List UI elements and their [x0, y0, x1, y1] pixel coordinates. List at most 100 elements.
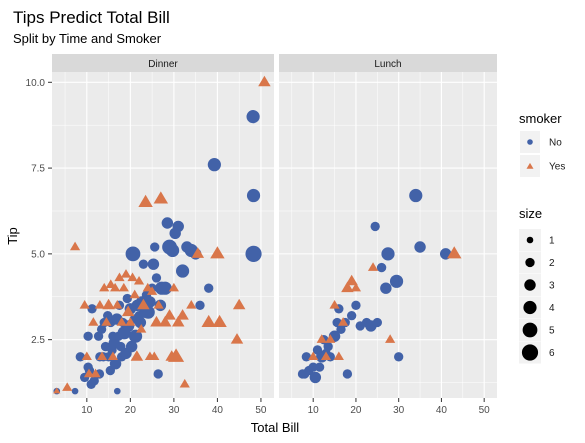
data-point-yes — [114, 272, 125, 282]
data-point-yes — [110, 282, 121, 292]
points-lunch — [297, 188, 462, 384]
data-point-no — [113, 387, 121, 395]
legend-color-title: smoker — [519, 111, 562, 126]
data-point-yes — [158, 315, 172, 327]
legend-label: Yes — [549, 162, 565, 173]
data-point-no — [381, 247, 395, 261]
data-point-no — [323, 341, 333, 352]
data-point-yes — [99, 282, 110, 292]
data-point-no — [370, 221, 380, 232]
data-point-no — [172, 220, 184, 233]
strip-label-lunch: Lunch — [374, 59, 401, 70]
legend-label: 5 — [549, 326, 555, 337]
chart-title: Tips Predict Total Bill — [13, 8, 170, 27]
data-point-no — [204, 283, 214, 293]
data-point-no — [301, 352, 312, 362]
data-point-yes — [191, 247, 205, 258]
data-point-yes — [83, 368, 95, 378]
data-point-yes — [96, 351, 108, 361]
legend-size-keys: 1 2 3 4 5 6 — [519, 229, 555, 364]
data-point-yes — [385, 334, 396, 343]
data-point-yes — [212, 314, 227, 328]
data-point-yes — [102, 298, 115, 310]
gridlines-lunch — [279, 72, 497, 398]
x-tick-label: 20 — [350, 405, 362, 416]
data-point-yes — [127, 272, 138, 282]
data-point-yes — [163, 309, 176, 320]
legend-label: 4 — [549, 303, 555, 314]
data-point-no — [372, 317, 382, 328]
data-point-yes — [230, 333, 244, 344]
strip-lunch — [279, 54, 497, 72]
data-point-yes — [345, 274, 358, 286]
x-axis: 10 20 30 40 50 10 20 30 40 50 — [81, 398, 490, 416]
data-point-yes — [149, 351, 160, 361]
strip-label-dinner: Dinner — [148, 59, 178, 70]
data-point-yes — [121, 305, 135, 317]
data-point-yes — [308, 351, 319, 361]
legend-label: 1 — [549, 236, 555, 247]
data-point-yes — [150, 315, 163, 327]
data-point-no — [151, 273, 162, 283]
data-point-no — [153, 369, 163, 379]
data-point-yes — [116, 317, 127, 326]
legend-size-key — [524, 279, 536, 291]
legend: smoker No Yes size 1 2 3 4 5 6 — [519, 111, 565, 364]
data-point-yes — [316, 334, 327, 343]
legend-size-key — [523, 300, 537, 315]
data-point-no — [87, 304, 97, 314]
points-dinner — [53, 75, 271, 395]
strip-dinner — [52, 54, 274, 72]
legend-label: No — [549, 138, 562, 149]
data-point-no — [246, 188, 261, 203]
data-point-no — [122, 293, 132, 304]
data-point-yes — [338, 317, 349, 326]
data-point-no — [409, 188, 423, 203]
data-point-no — [147, 258, 160, 270]
data-point-yes — [179, 378, 190, 388]
data-point-yes — [147, 286, 158, 295]
data-point-yes — [201, 314, 216, 328]
data-point-no — [351, 300, 361, 311]
data-point-no — [376, 262, 387, 273]
data-point-no — [158, 281, 172, 295]
data-point-yes — [447, 246, 462, 259]
data-point-yes — [329, 299, 340, 309]
data-point-no — [125, 246, 141, 262]
legend-size-key — [522, 322, 538, 338]
data-point-yes — [320, 351, 332, 361]
y-axis-title: Tip — [5, 227, 20, 245]
data-point-yes — [133, 275, 145, 285]
data-point-no — [336, 324, 346, 335]
data-point-no — [144, 296, 156, 308]
y-axis: 2.5 5.0 7.5 10.0 — [26, 78, 52, 346]
y-tick-label: 5.0 — [31, 249, 45, 260]
x-tick-label: 20 — [125, 405, 137, 416]
data-point-no — [246, 110, 260, 124]
x-tick-label: 50 — [255, 405, 267, 416]
data-point-no — [128, 329, 143, 343]
data-point-no — [314, 362, 325, 372]
data-point-yes — [105, 279, 116, 288]
x-tick-label: 40 — [436, 405, 448, 416]
data-point-yes — [120, 269, 132, 278]
data-point-yes — [53, 387, 61, 394]
legend-size-key — [521, 344, 539, 361]
data-point-no — [125, 340, 138, 353]
x-tick-label: 40 — [212, 405, 224, 416]
y-tick-label: 2.5 — [31, 335, 45, 346]
data-point-no — [245, 245, 262, 262]
data-point-no — [161, 217, 174, 229]
data-point-no — [134, 316, 147, 329]
data-point-yes — [367, 262, 379, 271]
data-point-no — [75, 352, 85, 362]
data-point-no — [308, 362, 318, 372]
data-point-no — [380, 282, 392, 294]
chart-subtitle: Split by Time and Smoker — [13, 31, 162, 46]
x-tick-label: 30 — [168, 405, 180, 416]
data-point-yes — [129, 289, 140, 299]
y-tick-label: 10.0 — [26, 78, 46, 89]
data-point-yes — [171, 315, 185, 327]
data-point-no — [346, 310, 357, 321]
